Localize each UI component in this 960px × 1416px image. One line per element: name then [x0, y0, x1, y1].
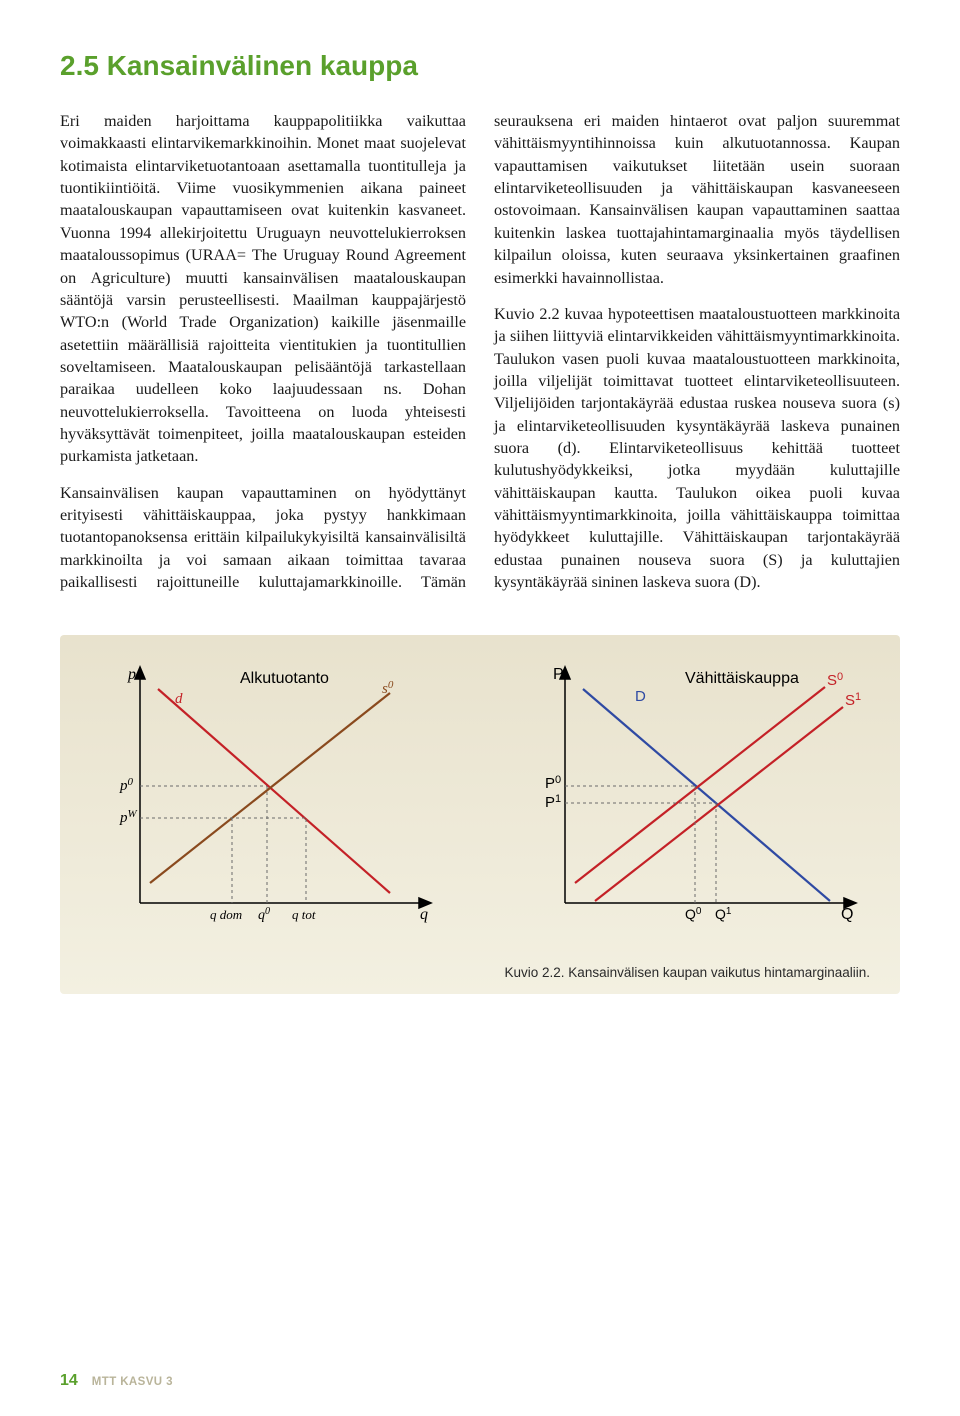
paragraph: Eri maiden harjoittama kauppapolitiikka … — [60, 110, 466, 468]
chart-primary: p q Alkutuotanto d s0 p0 pW q dom q0 q t… — [90, 653, 445, 943]
figure-panel: p q Alkutuotanto d s0 p0 pW q dom q0 q t… — [60, 635, 900, 994]
p1-label: P1 — [545, 793, 561, 811]
body-text: Eri maiden harjoittama kauppapolitiikka … — [60, 110, 900, 601]
x-axis-label: q — [420, 906, 428, 923]
s1-label: S1 — [845, 691, 861, 709]
y-axis-label: P — [553, 666, 564, 683]
p0-label: p0 — [119, 776, 134, 794]
page-footer: 14 MTT KASVU 3 — [60, 1372, 173, 1390]
chart-title: Vähittäiskauppa — [685, 670, 799, 687]
section-title: 2.5 Kansainvälinen kauppa — [60, 50, 900, 82]
chart-title: Alkutuotanto — [240, 670, 329, 687]
qdom-label: q dom — [210, 907, 242, 922]
x-axis-label: Q — [841, 906, 853, 923]
demand-label: d — [175, 691, 183, 707]
charts-row: p q Alkutuotanto d s0 p0 pW q dom q0 q t… — [90, 653, 870, 943]
q0-label: q0 — [258, 906, 270, 923]
demand-label: D — [635, 688, 646, 705]
q1-label: Q1 — [715, 906, 732, 922]
page-number: 14 — [60, 1372, 78, 1390]
p0-label: P0 — [545, 774, 561, 792]
qtot-label: q tot — [292, 907, 316, 922]
section-title-text: 2.5 Kansainvälinen kauppa — [60, 50, 418, 81]
q0-label: Q0 — [685, 906, 702, 922]
paragraph: Kuvio 2.2 kuvaa hypoteettisen maataloust… — [494, 303, 900, 594]
y-axis-label: p — [127, 666, 136, 683]
figure-caption: Kuvio 2.2. Kansainvälisen kaupan vaikutu… — [90, 965, 870, 980]
chart-retail: P Q Vähittäiskauppa D S0 S1 P0 P1 Q0 Q1 — [515, 653, 870, 943]
publication-label: MTT KASVU 3 — [92, 1376, 173, 1388]
pw-label: pW — [119, 808, 138, 826]
s0-label: S0 — [827, 671, 843, 689]
